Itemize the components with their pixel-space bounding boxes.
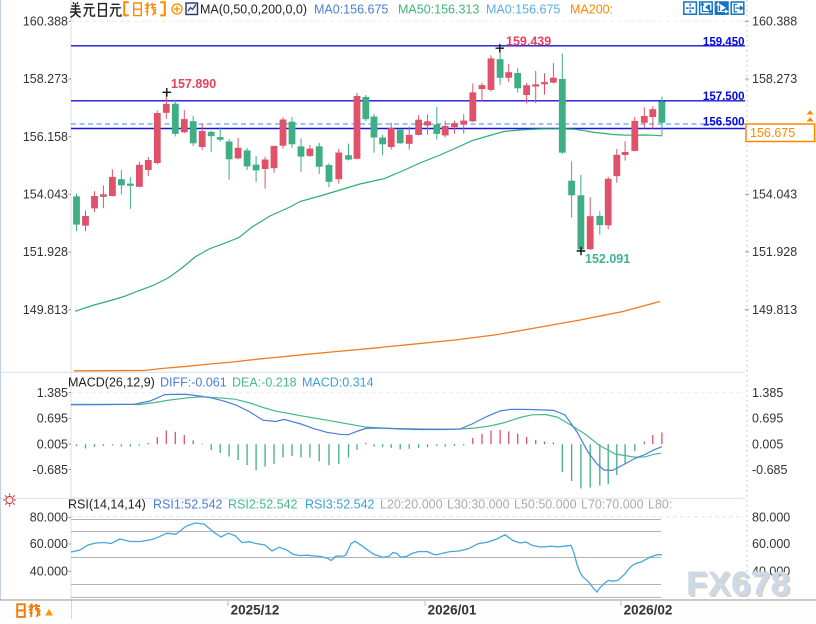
svg-text:60.000: 60.000 [752,537,790,551]
svg-text:159.439: 159.439 [506,35,551,49]
svg-text:156.158: 156.158 [23,130,68,144]
svg-text:L30:30.000: L30:30.000 [447,498,510,512]
svg-text:MA(0,50,0,200,0,0): MA(0,50,0,200,0,0) [200,3,307,17]
svg-text:DIFF:-0.061: DIFF:-0.061 [160,376,227,390]
svg-text:40.000: 40.000 [30,565,68,579]
svg-text:156.500: 156.500 [703,116,745,128]
svg-text:158.273: 158.273 [23,72,68,86]
svg-text:154.043: 154.043 [752,188,797,202]
svg-text:MA0:156.675: MA0:156.675 [486,3,560,17]
svg-text:0.695: 0.695 [752,412,783,426]
svg-text:160.388: 160.388 [752,15,797,29]
svg-text:80.000: 80.000 [752,511,790,525]
svg-text:159.450: 159.450 [703,37,745,49]
svg-text:149.813: 149.813 [23,303,68,317]
svg-text:158.273: 158.273 [752,72,797,86]
svg-text:MA200:: MA200: [570,3,613,17]
svg-text:149.813: 149.813 [752,303,797,317]
svg-text:MACD:0.314: MACD:0.314 [302,376,374,390]
svg-text:L20:20.000: L20:20.000 [380,498,443,512]
svg-text:FX678: FX678 [688,567,792,605]
svg-text:1.385: 1.385 [752,386,783,400]
svg-text:40.000: 40.000 [752,565,790,579]
svg-text:2026/01: 2026/01 [428,603,477,618]
svg-text:RSI3:52.542: RSI3:52.542 [305,498,375,512]
svg-text:-0.685: -0.685 [33,463,68,477]
svg-text:151.928: 151.928 [23,245,68,259]
svg-text:1.385: 1.385 [37,386,68,400]
svg-text:MA50:156.313: MA50:156.313 [398,3,479,17]
svg-text:2025/12: 2025/12 [231,603,280,618]
svg-text:L50:50.000: L50:50.000 [514,498,577,512]
svg-text:-0.685: -0.685 [752,463,787,477]
svg-text:157.890: 157.890 [171,77,216,91]
svg-text:RSI(14,14,14): RSI(14,14,14) [68,498,146,512]
svg-text:RSI1:52.542: RSI1:52.542 [153,498,223,512]
svg-text:RSI2:52.542: RSI2:52.542 [228,498,298,512]
svg-text:60.000: 60.000 [30,537,68,551]
svg-text:152.091: 152.091 [585,252,630,266]
svg-text:0.005: 0.005 [37,437,68,451]
svg-text:L80:: L80: [648,498,672,512]
svg-text:MA0:156.675: MA0:156.675 [314,3,388,17]
svg-text:160.388: 160.388 [23,15,68,29]
svg-text:154.043: 154.043 [23,188,68,202]
svg-text:151.928: 151.928 [752,245,797,259]
svg-text:0.695: 0.695 [37,412,68,426]
svg-text:2026/02: 2026/02 [624,603,673,618]
svg-text:156.675: 156.675 [750,126,795,140]
svg-text:157.500: 157.500 [703,91,745,103]
svg-text:L70:70.000: L70:70.000 [581,498,644,512]
svg-text:DEA:-0.218: DEA:-0.218 [232,376,297,390]
svg-text:FX678: FX678 [686,565,790,603]
svg-text:80.000: 80.000 [30,511,68,525]
svg-text:0.005: 0.005 [752,437,783,451]
svg-text:MACD(26,12,9): MACD(26,12,9) [68,376,155,390]
